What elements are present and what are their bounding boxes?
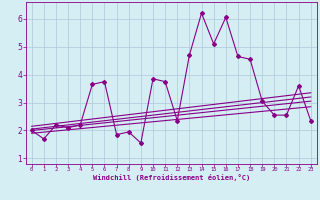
X-axis label: Windchill (Refroidissement éolien,°C): Windchill (Refroidissement éolien,°C): [92, 174, 250, 181]
